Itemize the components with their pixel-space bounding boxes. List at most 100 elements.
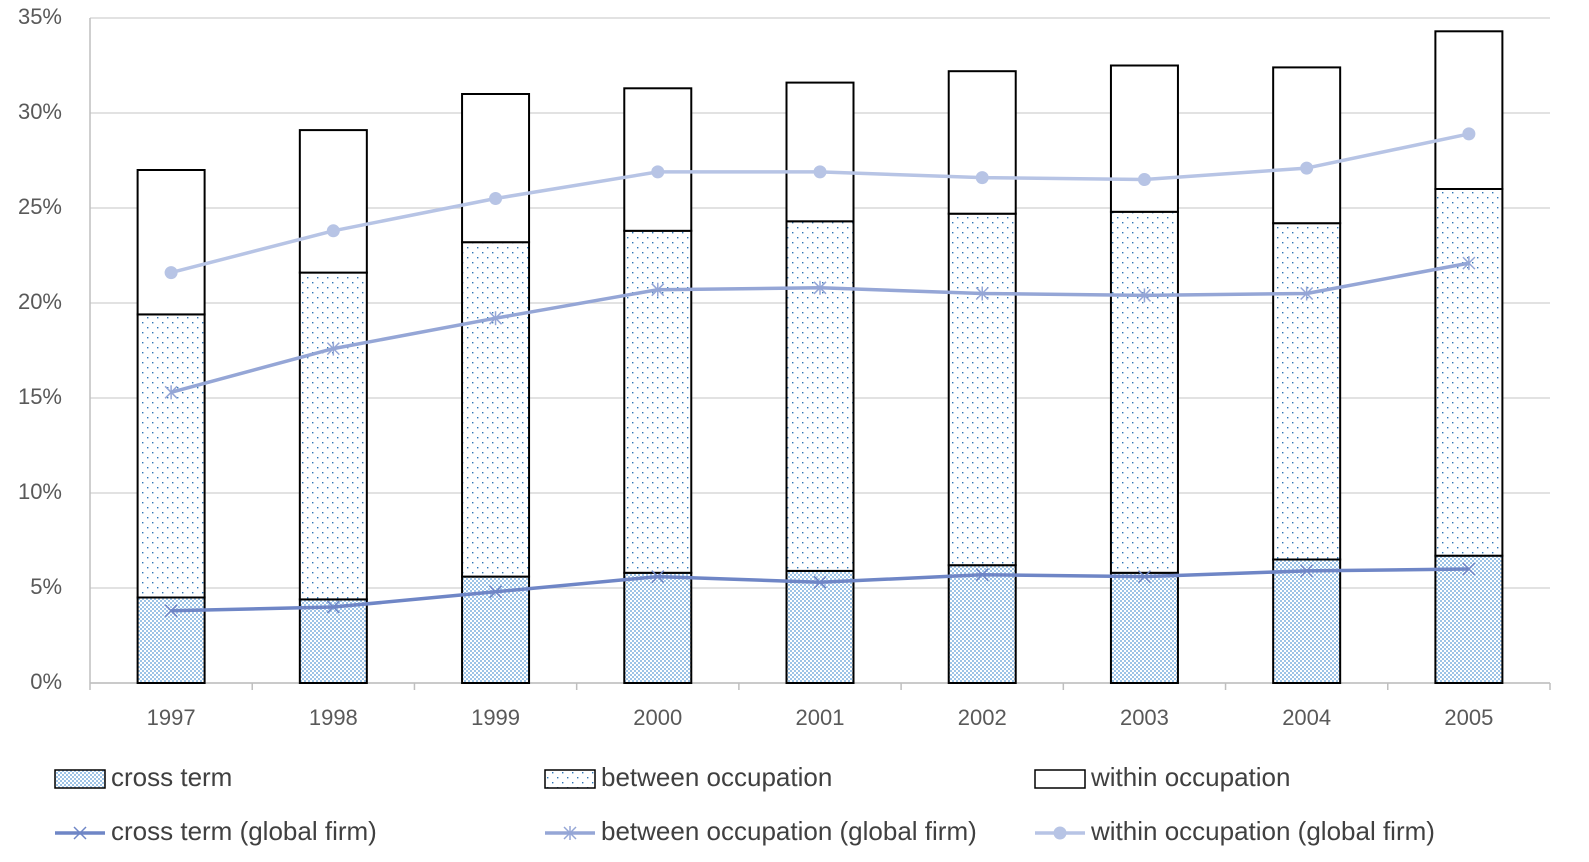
marker-dot [651,165,665,179]
bar-segment [785,569,855,685]
marker [489,192,503,205]
marker [651,570,665,584]
y-tick-label: 25% [18,194,62,219]
marker [1462,562,1476,576]
bar-segment [1272,222,1342,561]
marker-dot [1300,161,1314,175]
marker-dot [975,171,989,185]
legend-swatch [1034,769,1086,789]
marker [164,604,178,618]
bar-segment [136,169,206,316]
marker-stroke [326,600,340,614]
marker [1137,288,1151,303]
marker [326,600,340,614]
marker-stroke [164,604,178,618]
marker [651,282,665,297]
marker-stroke [651,570,665,584]
bar-segment [461,241,531,578]
bar-segment [1272,66,1342,225]
y-tick-label: 0% [30,669,62,694]
marker [975,286,989,301]
bar-segment [1272,558,1342,684]
x-tick-label: 1998 [309,705,358,730]
x-tick-label: 2004 [1282,705,1331,730]
marker [975,171,989,185]
bar-segment [1434,554,1504,685]
bar-segment [298,598,368,685]
marker [1137,173,1151,186]
marker [326,224,340,238]
bar-segment [623,87,693,232]
marker [813,165,827,179]
y-tick-label: 15% [18,384,62,409]
y-tick-label: 20% [18,289,62,314]
x-tick-label: 2002 [958,705,1007,730]
marker [1053,826,1067,840]
marker [813,575,827,589]
bar-segment [1434,188,1504,557]
marker [326,341,340,356]
marker-stroke [813,575,827,589]
x-tick-label: 1997 [147,705,196,730]
marker-stroke [975,568,989,582]
marker [1462,127,1476,141]
x-tick-label: 2000 [633,705,682,730]
x-tick-label: 2003 [1120,705,1169,730]
y-tick-label: 5% [30,574,62,599]
marker-stroke [1137,570,1151,584]
bar-segment [785,220,855,572]
bar-segment [1109,64,1179,213]
marker-stroke [489,585,503,599]
bar-segment [1434,30,1504,190]
marker [73,826,87,840]
marker [1300,286,1314,301]
bar-segment [623,229,693,574]
marker [164,266,178,280]
legend-label: cross term (global firm) [111,816,377,846]
y-tick-label: 30% [18,99,62,124]
marker [489,311,503,326]
legend-label: cross term [111,762,232,792]
bar-segment [947,212,1017,567]
marker [813,280,827,295]
marker-stroke [1300,564,1314,578]
bar-segment [947,564,1017,685]
marker-dot [489,192,503,205]
legend-swatch [544,769,596,789]
bar-segment [623,571,693,684]
bar-segment [461,93,531,244]
legend-label: within occupation (global firm) [1090,816,1435,846]
marker [489,585,503,599]
legend-label: between occupation [601,762,832,792]
marker [1137,570,1151,584]
marker [1462,256,1476,271]
bar-segment [298,271,368,601]
marker-dot [1137,173,1151,186]
bar-segment [947,70,1017,215]
marker-dot [164,266,178,280]
x-tick-label: 2005 [1444,705,1493,730]
marker-stroke [73,826,87,840]
bar-segment [1109,210,1179,574]
x-tick-label: 1999 [471,705,520,730]
bar-segment [785,81,855,223]
bar-segment [1109,571,1179,684]
marker-stroke [1462,562,1476,576]
marker-dot [813,165,827,179]
bar-segment [136,313,206,599]
marker-dot [1462,127,1476,141]
marker-dot [326,224,340,238]
marker-dot [1053,826,1067,840]
legend-label: within occupation [1090,762,1290,792]
y-tick-label: 35% [18,4,62,29]
marker [1300,161,1314,175]
x-tick-label: 2001 [796,705,845,730]
bar-segment [298,129,368,274]
legend-swatch [54,769,106,789]
marker [1300,564,1314,578]
y-tick-label: 10% [18,479,62,504]
legend-label: between occupation (global firm) [601,816,977,846]
marker [651,165,665,179]
marker [975,568,989,582]
